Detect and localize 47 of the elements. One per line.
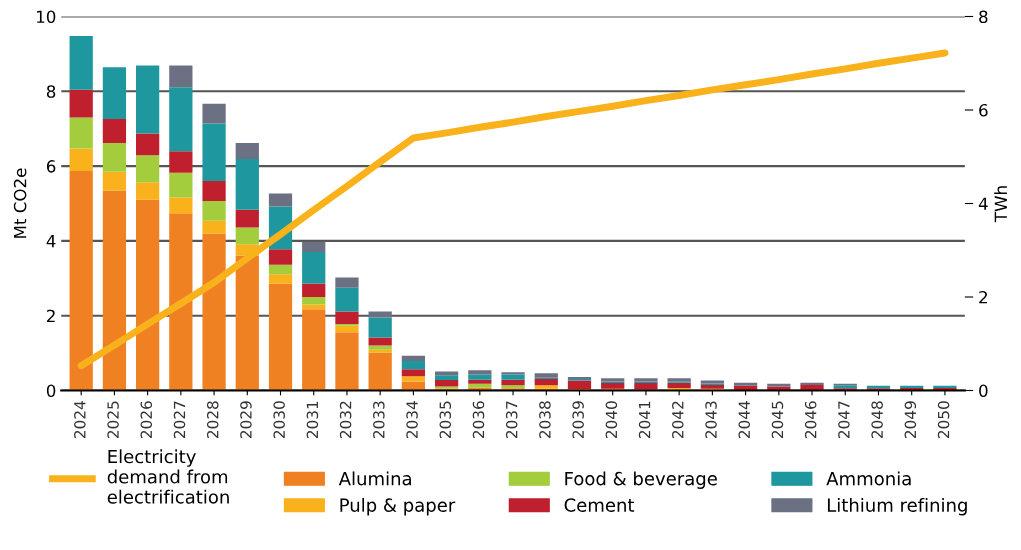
legend-label: Alumina bbox=[338, 471, 411, 486]
y2-tick-label: 8 bbox=[979, 10, 988, 24]
legend-label: Ammonia bbox=[826, 471, 911, 486]
legend-label: Lithium refining bbox=[827, 497, 967, 516]
x-tick-label: 2030 bbox=[273, 401, 285, 438]
y-tick-label: 8 bbox=[46, 85, 56, 98]
x-tick-label: 2036 bbox=[472, 401, 485, 438]
y2-tick-label: 4 bbox=[978, 197, 988, 210]
y2-tick-label: 0 bbox=[979, 384, 988, 398]
x-tick-label: 2041 bbox=[638, 401, 651, 438]
x-tick-label: 2025 bbox=[107, 401, 119, 438]
x-tick-label: 2050 bbox=[937, 401, 950, 438]
x-tick-label: 2040 bbox=[605, 401, 618, 438]
x-tick-label: 2042 bbox=[672, 401, 684, 438]
x-tick-label: 2037 bbox=[505, 401, 518, 438]
legend-label: Electricity demand from electrification bbox=[107, 449, 229, 504]
y-axis-title: Mt CO2e bbox=[13, 168, 27, 238]
x-tick-label: 2027 bbox=[173, 401, 186, 438]
x-tick-label: 2044 bbox=[738, 401, 751, 438]
legend-label: Cement bbox=[564, 498, 635, 512]
x-tick-label: 2028 bbox=[206, 401, 219, 438]
y-tick-label: 6 bbox=[46, 160, 56, 173]
x-tick-label: 2046 bbox=[804, 401, 817, 438]
y-tick-label: 2 bbox=[47, 309, 55, 323]
x-tick-label: 2034 bbox=[406, 401, 418, 438]
x-tick-label: 2026 bbox=[140, 401, 153, 438]
x-tick-label: 2043 bbox=[705, 401, 717, 438]
x-tick-label: 2038 bbox=[539, 401, 551, 438]
x-tick-label: 2024 bbox=[74, 401, 86, 438]
x-tick-label: 2032 bbox=[339, 401, 352, 438]
y-tick-label: 0 bbox=[46, 384, 56, 398]
legend-label: Pulp & paper bbox=[340, 497, 456, 516]
x-tick-label: 2033 bbox=[373, 401, 385, 438]
x-tick-label: 2031 bbox=[306, 401, 319, 438]
x-tick-label: 2048 bbox=[871, 401, 883, 438]
x-tick-label: 2049 bbox=[904, 401, 917, 438]
y2-tick-label: 2 bbox=[979, 290, 987, 304]
y2-axis-title: TWh bbox=[994, 186, 1007, 223]
x-tick-label: 2035 bbox=[439, 401, 452, 438]
legend-label: Food & beverage bbox=[565, 471, 717, 489]
x-tick-label: 2045 bbox=[771, 401, 784, 438]
x-tick-label: 2039 bbox=[572, 401, 584, 438]
x-tick-label: 2029 bbox=[240, 401, 252, 438]
y2-tick-label: 6 bbox=[979, 103, 988, 117]
y-tick-label: 10 bbox=[37, 10, 56, 24]
y-tick-label: 4 bbox=[46, 235, 56, 248]
x-tick-label: 2047 bbox=[838, 401, 850, 438]
